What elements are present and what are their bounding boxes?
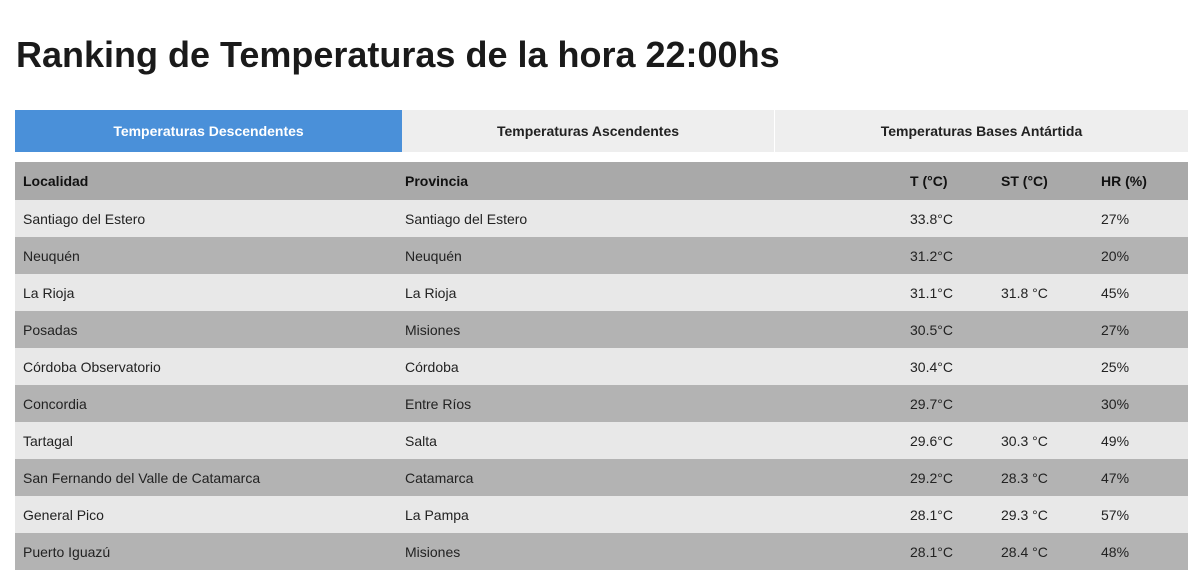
cell-provincia: Misiones bbox=[405, 321, 461, 338]
table-row: San Fernando del Valle de Catamarca Cata… bbox=[15, 459, 1188, 496]
cell-localidad: Puerto Iguazú bbox=[23, 543, 111, 560]
cell-sensacion-termica: 28.3 °C bbox=[1001, 469, 1048, 486]
cell-provincia: Córdoba bbox=[405, 358, 459, 375]
page-title: Ranking de Temperaturas de la hora 22:00… bbox=[16, 34, 780, 75]
table-row: General Pico La Pampa 28.1°C 29.3 °C 57% bbox=[15, 496, 1188, 533]
cell-sensacion-termica: 30.3 °C bbox=[1001, 432, 1048, 449]
cell-provincia: Catamarca bbox=[405, 469, 474, 486]
column-header-humedad: HR (%) bbox=[1101, 173, 1147, 189]
table-header-row: Localidad Provincia T (°C) ST (°C) HR (%… bbox=[15, 162, 1188, 200]
table-row: Córdoba Observatorio Córdoba 30.4°C 25% bbox=[15, 348, 1188, 385]
cell-localidad: Neuquén bbox=[23, 247, 80, 264]
cell-provincia: Misiones bbox=[405, 543, 461, 560]
table-row: Tartagal Salta 29.6°C 30.3 °C 49% bbox=[15, 422, 1188, 459]
cell-temperatura: 31.1°C bbox=[910, 284, 953, 301]
cell-localidad: General Pico bbox=[23, 506, 104, 523]
cell-humedad: 47% bbox=[1101, 469, 1130, 486]
cell-humedad: 49% bbox=[1101, 432, 1130, 449]
cell-humedad: 45% bbox=[1101, 284, 1130, 301]
cell-temperatura: 30.5°C bbox=[910, 321, 953, 338]
tab-bar: Temperaturas Descendentes Temperaturas A… bbox=[15, 110, 1188, 152]
tab-temperaturas-bases-antartida[interactable]: Temperaturas Bases Antártida bbox=[775, 110, 1188, 152]
cell-humedad: 27% bbox=[1101, 321, 1130, 338]
cell-provincia: La Pampa bbox=[405, 506, 469, 523]
column-header-localidad: Localidad bbox=[23, 173, 89, 189]
cell-humedad: 48% bbox=[1101, 543, 1130, 560]
column-header-temperatura: T (°C) bbox=[910, 173, 948, 189]
cell-provincia: La Rioja bbox=[405, 284, 457, 301]
tab-temperaturas-descendentes[interactable]: Temperaturas Descendentes bbox=[15, 110, 402, 152]
table-row: Neuquén Neuquén 31.2°C 20% bbox=[15, 237, 1188, 274]
cell-temperatura: 29.7°C bbox=[910, 395, 953, 412]
table-row: Puerto Iguazú Misiones 28.1°C 28.4 °C 48… bbox=[15, 533, 1188, 570]
cell-humedad: 27% bbox=[1101, 210, 1130, 227]
cell-humedad: 30% bbox=[1101, 395, 1130, 412]
cell-provincia: Neuquén bbox=[405, 247, 462, 264]
temperature-table: Localidad Provincia T (°C) ST (°C) HR (%… bbox=[15, 162, 1188, 570]
table-row: Posadas Misiones 30.5°C 27% bbox=[15, 311, 1188, 348]
cell-localidad: Santiago del Estero bbox=[23, 210, 146, 227]
cell-temperatura: 29.2°C bbox=[910, 469, 953, 486]
cell-sensacion-termica: 29.3 °C bbox=[1001, 506, 1048, 523]
cell-humedad: 20% bbox=[1101, 247, 1130, 264]
cell-localidad: Posadas bbox=[23, 321, 78, 338]
cell-localidad: Concordia bbox=[23, 395, 87, 412]
cell-humedad: 57% bbox=[1101, 506, 1130, 523]
cell-provincia: Entre Ríos bbox=[405, 395, 472, 412]
cell-temperatura: 33.8°C bbox=[910, 210, 953, 227]
tab-temperaturas-ascendentes[interactable]: Temperaturas Ascendentes bbox=[402, 110, 775, 152]
table-row: Concordia Entre Ríos 29.7°C 30% bbox=[15, 385, 1188, 422]
cell-sensacion-termica: 28.4 °C bbox=[1001, 543, 1048, 560]
cell-temperatura: 31.2°C bbox=[910, 247, 953, 264]
cell-localidad: La Rioja bbox=[23, 284, 75, 301]
table-row: La Rioja La Rioja 31.1°C 31.8 °C 45% bbox=[15, 274, 1188, 311]
cell-localidad: San Fernando del Valle de Catamarca bbox=[23, 469, 261, 486]
cell-temperatura: 28.1°C bbox=[910, 506, 953, 523]
cell-temperatura: 30.4°C bbox=[910, 358, 953, 375]
cell-localidad: Córdoba Observatorio bbox=[23, 358, 161, 375]
cell-sensacion-termica: 31.8 °C bbox=[1001, 284, 1048, 301]
table-row: Santiago del Estero Santiago del Estero … bbox=[15, 200, 1188, 237]
cell-provincia: Santiago del Estero bbox=[405, 210, 528, 227]
cell-provincia: Salta bbox=[405, 432, 437, 449]
cell-temperatura: 29.6°C bbox=[910, 432, 953, 449]
cell-humedad: 25% bbox=[1101, 358, 1130, 375]
cell-temperatura: 28.1°C bbox=[910, 543, 953, 560]
column-header-provincia: Provincia bbox=[405, 173, 469, 189]
column-header-sensacion-termica: ST (°C) bbox=[1001, 173, 1048, 189]
cell-localidad: Tartagal bbox=[23, 432, 73, 449]
